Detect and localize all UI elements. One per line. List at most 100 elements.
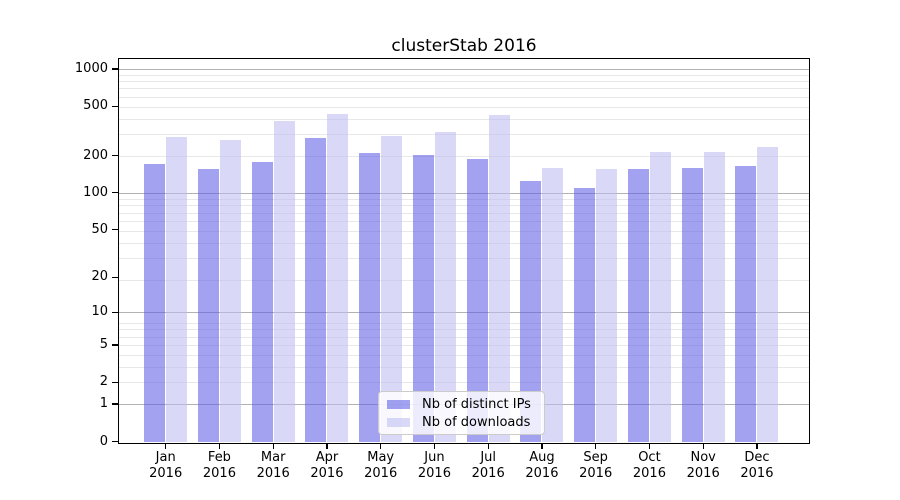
bar-jan-downloads (166, 137, 188, 443)
gridline-minor (118, 155, 810, 157)
y-tick-mark (112, 381, 118, 383)
gridline-minor (118, 354, 810, 356)
y-tick-label: 5 (99, 336, 108, 352)
x-tick-label: Oct 2016 (632, 450, 666, 481)
x-tick-mark (272, 444, 274, 449)
x-tick-label: Dec 2016 (740, 450, 774, 481)
gridline-minor (118, 258, 810, 260)
x-tick-mark (756, 444, 758, 449)
x-tick-mark (648, 444, 651, 449)
x-tick-mark (487, 444, 489, 449)
bar-feb-ips (197, 169, 219, 443)
y-tick-mark (112, 228, 118, 231)
bar-jul-downloads (488, 114, 510, 443)
y-tick-mark (112, 154, 118, 157)
y-tick-mark (112, 403, 118, 405)
gridline-minor (118, 81, 810, 83)
bar-mar-ips (251, 161, 273, 443)
y-tick-label: 0 (99, 433, 108, 449)
bar-feb-downloads (219, 139, 241, 443)
y-tick-mark (112, 105, 118, 108)
bar-aug-downloads (542, 168, 564, 443)
bar-oct-ips (627, 169, 649, 443)
gridline-minor (118, 323, 810, 325)
gridline-minor (118, 198, 810, 200)
y-tick-label: 1 (99, 396, 108, 412)
gridline-major (118, 312, 810, 314)
y-tick-mark (112, 192, 118, 194)
x-tick-label: May 2016 (364, 450, 398, 481)
y-tick-mark (112, 344, 118, 346)
bar-sep-ips (574, 188, 596, 443)
gridline-minor (118, 242, 810, 244)
x-tick-label: Mar 2016 (256, 450, 290, 481)
x-tick-mark (433, 444, 436, 449)
bar-sep-downloads (596, 168, 618, 443)
y-tick-mark (112, 311, 118, 313)
legend-entry-distinct-ips: Nb of distinct IPs (387, 397, 536, 412)
x-tick-label: Apr 2016 (310, 450, 344, 481)
gridline-minor (118, 118, 810, 120)
y-tick-label: 20 (91, 269, 108, 285)
gridline-minor (118, 134, 810, 136)
y-tick-mark (112, 440, 118, 443)
plot-area (118, 58, 810, 444)
y-tick-label: 10 (91, 304, 108, 320)
bar-may-ips (359, 153, 381, 443)
legend-swatch-downloads (387, 417, 410, 427)
gridline-minor (118, 336, 810, 338)
gridline-minor (118, 74, 810, 76)
bar-aug-ips (520, 180, 542, 443)
bar-nov-downloads (703, 151, 725, 443)
y-tick-label: 50 (91, 221, 108, 237)
y-tick-label: 200 (83, 147, 108, 163)
gridline-minor (118, 382, 810, 384)
bar-apr-downloads (327, 114, 349, 443)
y-tick-label: 1000 (74, 61, 108, 77)
gridline-minor (118, 329, 810, 331)
bar-jul-ips (466, 158, 488, 443)
bar-apr-ips (305, 137, 327, 443)
gridline-minor (118, 220, 810, 222)
x-tick-mark (165, 444, 167, 449)
y-tick-label: 500 (83, 98, 108, 114)
y-tick-mark (112, 276, 118, 279)
legend-entry-downloads: Nb of downloads (387, 415, 536, 430)
legend-swatch-distinct-ips (387, 399, 410, 409)
gridline-minor (118, 280, 810, 282)
y-tick-mark (112, 68, 118, 70)
x-tick-mark (541, 444, 543, 449)
bar-mar-downloads (273, 121, 295, 443)
gridline-major (118, 69, 810, 71)
y-tick-label: 100 (83, 184, 108, 200)
x-tick-label: Jul 2016 (471, 450, 505, 481)
bar-dec-downloads (757, 146, 779, 443)
chart-title: clusterStab 2016 (391, 36, 537, 56)
bar-nov-ips (681, 167, 703, 443)
x-tick-mark (326, 444, 328, 449)
gridline-minor (118, 205, 810, 207)
bar-jan-ips (144, 164, 166, 443)
x-tick-label: Sep 2016 (579, 450, 613, 481)
x-tick-label: Nov 2016 (686, 450, 720, 481)
legend: Nb of distinct IPs Nb of downloads (378, 391, 545, 435)
x-tick-mark (702, 444, 704, 449)
bar-may-downloads (381, 135, 403, 443)
legend-label-distinct-ips: Nb of distinct IPs (422, 396, 531, 412)
x-tick-label: Aug 2016 (525, 450, 559, 481)
gridline-minor (118, 106, 810, 108)
gridline-minor (118, 344, 810, 346)
x-tick-mark (218, 444, 221, 449)
gridline-minor (118, 230, 810, 232)
legend-label-downloads: Nb of downloads (422, 414, 531, 430)
bar-dec-ips (735, 166, 757, 443)
gridline-minor (118, 96, 810, 98)
gridline-minor (118, 88, 810, 90)
x-tick-mark (380, 444, 382, 449)
bar-oct-downloads (649, 152, 671, 443)
x-tick-label: Feb 2016 (202, 450, 236, 481)
y-tick-label: 2 (99, 374, 108, 390)
gridline-minor (118, 212, 810, 214)
bar-jun-ips (412, 155, 434, 443)
